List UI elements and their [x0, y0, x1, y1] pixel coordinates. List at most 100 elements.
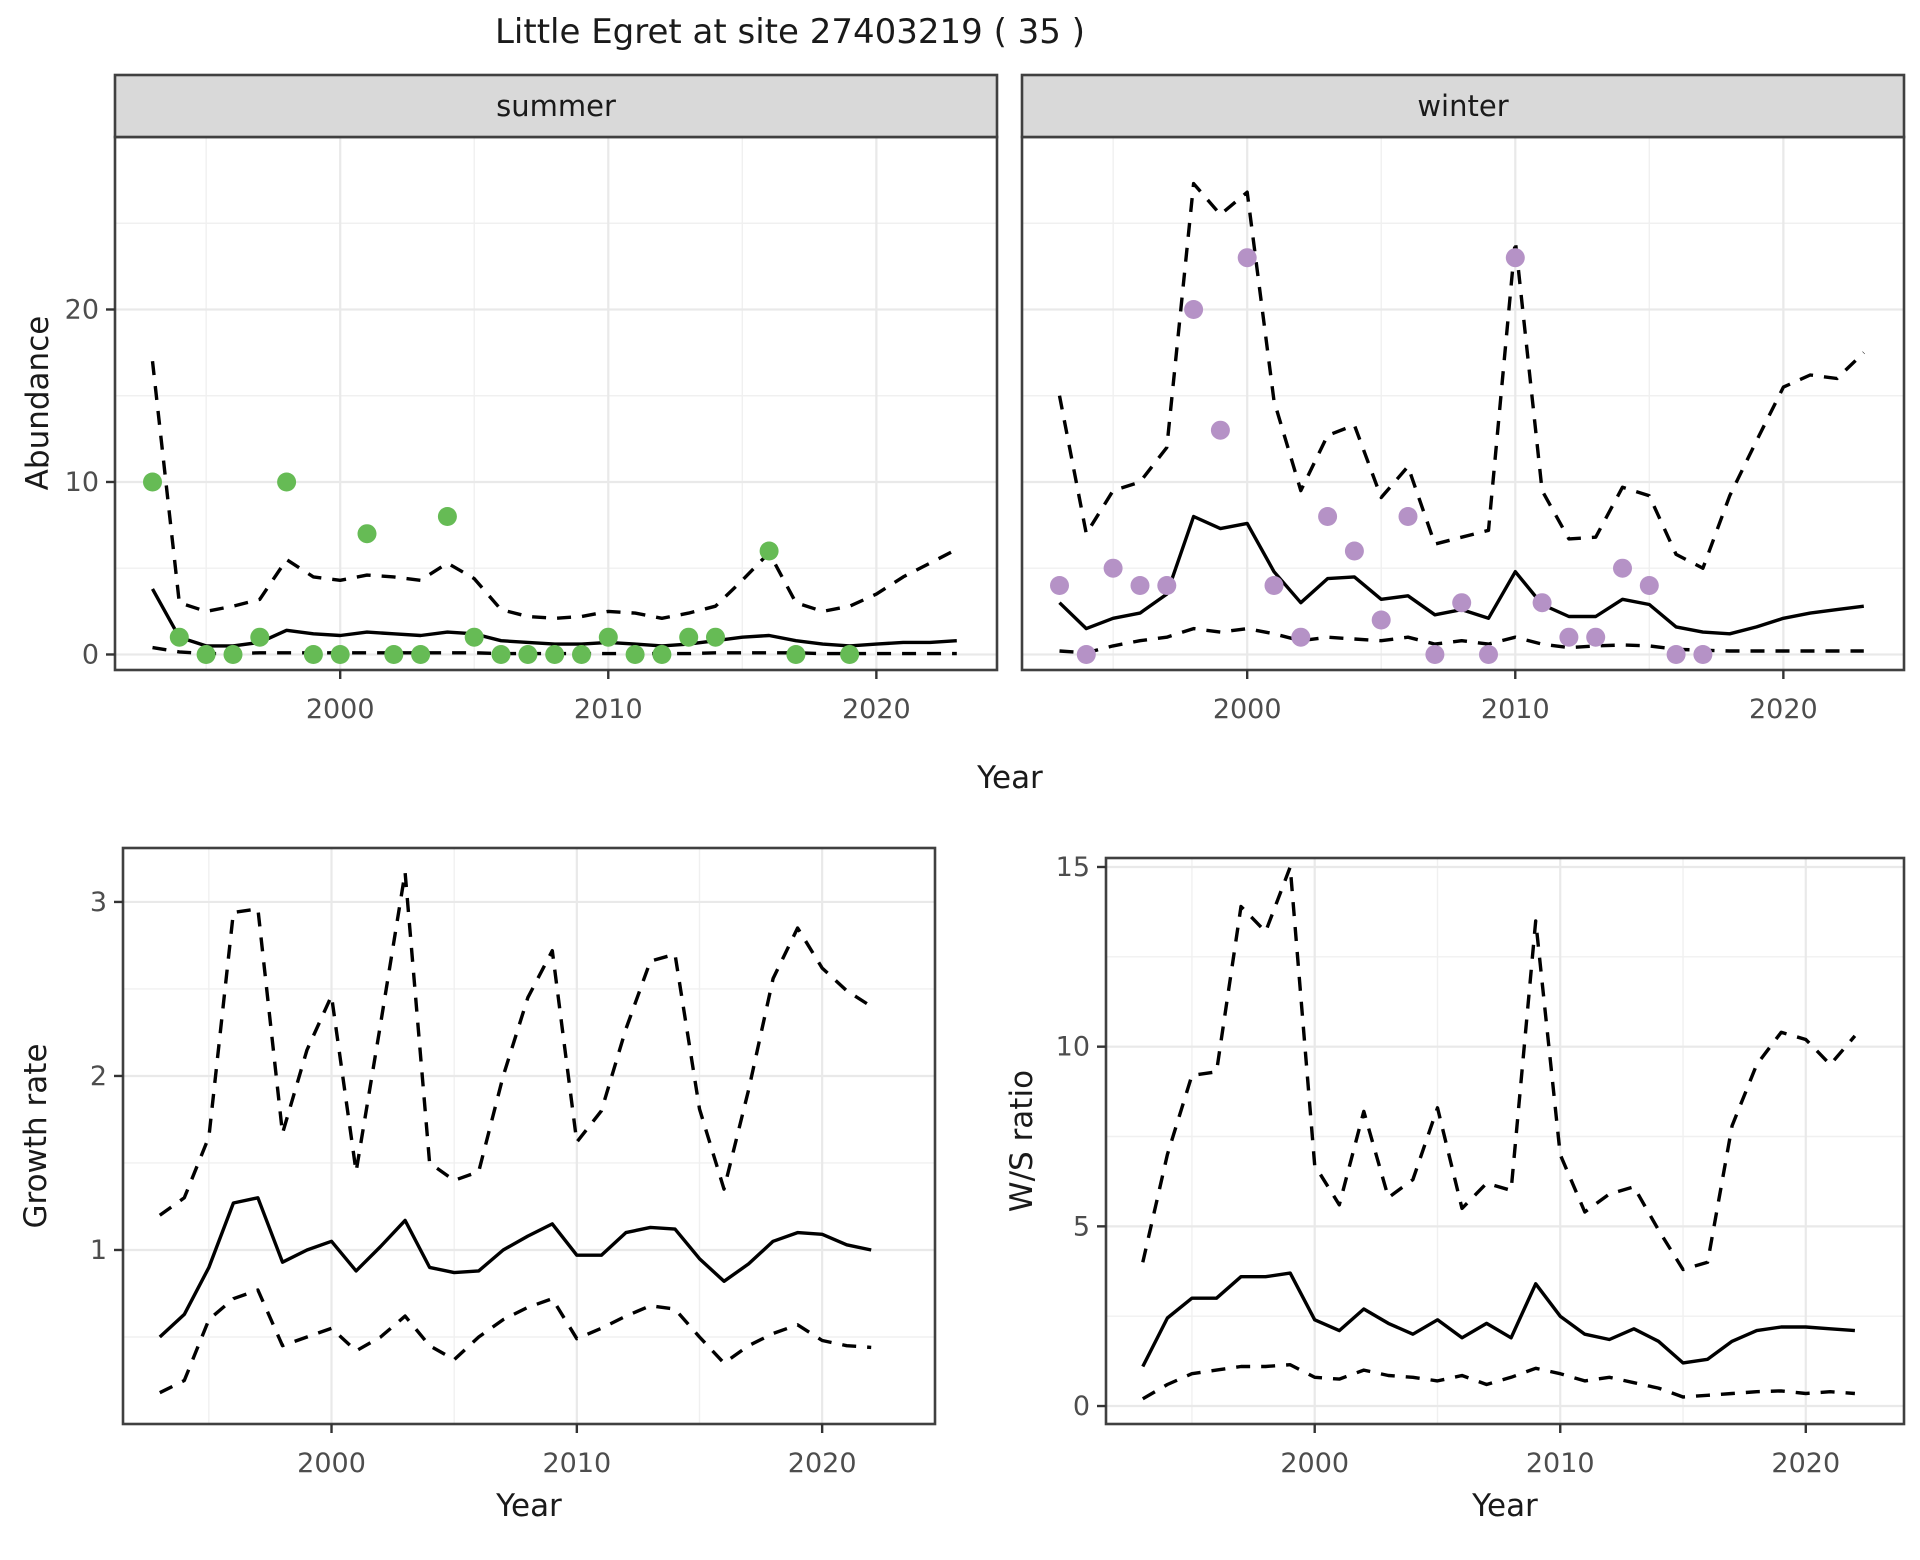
y-tick-label: 2 [90, 1061, 107, 1092]
x-tick-label: 2000 [1280, 1448, 1349, 1479]
y-tick-label: 10 [1056, 1032, 1090, 1063]
data-point [652, 645, 672, 664]
x-tick-label: 2000 [306, 694, 375, 725]
x-tick-label: 2020 [1749, 694, 1818, 725]
data-point [1398, 507, 1418, 526]
panel-border [121, 846, 937, 1426]
y-tick-label: 0 [82, 639, 99, 670]
x-tick-label: 2000 [1213, 694, 1282, 725]
data-point [1344, 541, 1364, 561]
data-point [625, 645, 645, 664]
data-point [1559, 627, 1579, 647]
data-point [1586, 627, 1606, 647]
x-axis-title-top: Year [977, 760, 1043, 796]
panel-abundance_summer: 2000 2010 2020 0 10 20 [65, 73, 999, 725]
data-point [1264, 576, 1284, 595]
panel-background [1106, 858, 1904, 1424]
facet-strip [1020, 73, 1906, 139]
series-ci_upper [1057, 181, 1865, 570]
data-point [1371, 610, 1391, 630]
series-ci_lower [1059, 626, 1864, 655]
x-tick-label: 2010 [1526, 1448, 1595, 1479]
series-ci_lower [159, 1288, 872, 1395]
x-axis-title-growth: Year [496, 1488, 562, 1524]
chart-title: Little Egret at site 27403219 ( 35 ) [494, 12, 1086, 52]
data-point [598, 627, 618, 647]
y-axis-title-abundance: Abundance [20, 315, 56, 491]
x-tick-label: 2010 [574, 694, 643, 725]
data-point [1452, 593, 1472, 613]
series-ci_upper [1141, 865, 1857, 1272]
y-tick-label: 10 [65, 467, 99, 498]
data-point [706, 627, 725, 647]
data-point [1237, 248, 1257, 268]
x-tick-label: 2010 [1481, 694, 1550, 725]
y-tick-label: 20 [65, 294, 99, 325]
data-point [840, 645, 860, 664]
data-point [1693, 645, 1713, 664]
data-point [196, 645, 216, 664]
data-point [572, 645, 591, 664]
data-point [1318, 507, 1338, 526]
facet-strip [113, 73, 999, 139]
y-axis-title-ws-ratio: W/S ratio [1004, 1069, 1040, 1213]
data-point [1532, 593, 1552, 613]
data-point [411, 645, 431, 664]
data-point [1505, 248, 1525, 268]
panel-background [1022, 137, 1904, 670]
data-point [1103, 558, 1123, 578]
y-tick-label: 5 [1073, 1211, 1090, 1242]
x-tick-label: 2020 [788, 1448, 857, 1479]
data-point [223, 645, 243, 664]
facet-strip-label-winter: winter [1417, 89, 1509, 123]
data-point [1130, 576, 1150, 595]
data-point [1184, 300, 1204, 319]
data-point [277, 472, 297, 492]
data-point [1639, 576, 1659, 595]
y-tick-label: 15 [1056, 852, 1090, 883]
panel-border [1104, 856, 1906, 1426]
panel-background [115, 137, 997, 670]
data-point [759, 541, 779, 561]
x-tick-label: 2010 [542, 1448, 611, 1479]
series-ci_upper [158, 870, 873, 1217]
facet-strip-label-summer: summer [496, 89, 616, 123]
data-point [1076, 645, 1096, 664]
data-point [1050, 576, 1069, 595]
data-point [786, 645, 806, 664]
data-point [143, 472, 162, 492]
series-median [1141, 1271, 1856, 1368]
y-tick-label: 3 [90, 887, 107, 918]
x-tick-label: 2020 [1771, 1448, 1840, 1479]
y-axis-title-growth-rate: Growth rate [18, 1043, 54, 1229]
data-point [250, 627, 270, 647]
data-point [518, 645, 538, 664]
data-point [1210, 420, 1230, 440]
data-point [545, 645, 565, 664]
data-point [1479, 645, 1498, 664]
data-point [1425, 645, 1445, 664]
data-point [679, 627, 699, 647]
data-point [1613, 558, 1632, 578]
data-point [464, 627, 484, 647]
series-median [158, 1196, 872, 1339]
data-point [1291, 627, 1311, 647]
y-tick-label: 1 [90, 1235, 107, 1266]
panel-growth_rate: 2000 2010 2020 1 2 3 [90, 846, 937, 1479]
series-ci_lower [1141, 1363, 1856, 1401]
x-axis-title-ws: Year [1472, 1488, 1538, 1524]
y-tick-label: 0 [1073, 1391, 1090, 1422]
data-point [1157, 576, 1177, 595]
data-point [384, 645, 404, 664]
data-point [437, 507, 457, 526]
data-point [1666, 645, 1686, 664]
x-tick-label: 2000 [297, 1448, 366, 1479]
series-median [151, 588, 957, 648]
panel-abundance_winter: 2000 2010 2020 [1020, 73, 1906, 725]
x-tick-label: 2020 [842, 694, 911, 725]
panel-ws_ratio: 2000 2010 2020 0 5 10 15 [1056, 852, 1906, 1479]
data-point [357, 524, 377, 544]
data-point [330, 645, 350, 664]
